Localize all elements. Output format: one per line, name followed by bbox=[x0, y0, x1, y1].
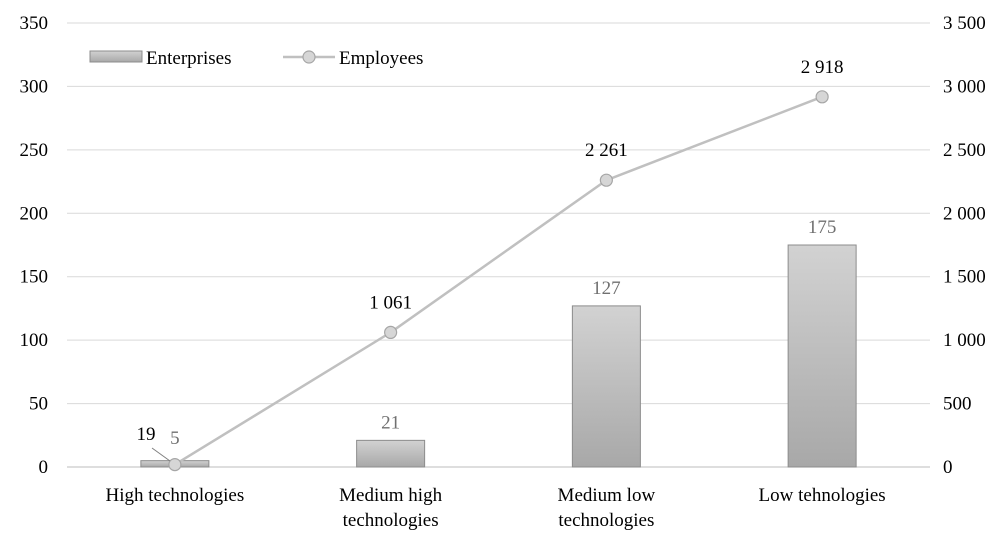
category-label: technologies bbox=[558, 510, 654, 531]
left-tick-label: 200 bbox=[20, 203, 49, 224]
category-label: Medium low bbox=[558, 485, 656, 506]
category-label: High technologies bbox=[105, 485, 244, 506]
right-tick-label: 0 bbox=[943, 457, 953, 478]
right-tick-label: 2 000 bbox=[943, 203, 986, 224]
left-tick-label: 150 bbox=[20, 267, 49, 288]
employees-line-path bbox=[174, 95, 823, 466]
line-data-label: 1 061 bbox=[369, 292, 412, 313]
legend-label-enterprises: Enterprises bbox=[146, 48, 231, 69]
left-tick-label: 350 bbox=[20, 13, 49, 34]
line-data-label: 2 918 bbox=[801, 57, 844, 78]
legend-swatch-enterprises bbox=[89, 50, 143, 63]
line-data-label: 19 bbox=[137, 424, 156, 445]
bar-data-label: 127 bbox=[592, 278, 621, 299]
left-tick-label: 300 bbox=[20, 76, 49, 97]
employees-point bbox=[384, 325, 398, 340]
category-labels: High technologies Medium high technologies… bbox=[105, 485, 885, 531]
bar-enterprises bbox=[571, 305, 641, 468]
left-axis: 0 50 100 150 200 250 300 350 bbox=[20, 13, 49, 478]
employees-line bbox=[168, 90, 829, 472]
line-data-label: 2 261 bbox=[585, 140, 628, 161]
data-labels: 5 21 127 175 19 1 061 2 261 2 918 bbox=[137, 57, 844, 462]
right-tick-label: 3 000 bbox=[943, 76, 986, 97]
category-label: technologies bbox=[343, 510, 439, 531]
label-leader-line bbox=[151, 447, 171, 462]
right-tick-label: 1 500 bbox=[943, 267, 986, 288]
right-tick-label: 1 000 bbox=[943, 330, 986, 351]
employees-point bbox=[599, 173, 613, 187]
category-label: Medium high bbox=[339, 485, 442, 506]
left-tick-label: 0 bbox=[39, 457, 49, 478]
left-tick-label: 100 bbox=[20, 330, 49, 351]
legend: Enterprises Employees bbox=[89, 48, 423, 69]
bar-data-label: 175 bbox=[808, 217, 837, 238]
right-tick-label: 500 bbox=[943, 394, 972, 415]
right-tick-label: 3 500 bbox=[943, 13, 986, 34]
right-axis: 0 500 1 000 1 500 2 000 2 500 3 000 3 500 bbox=[943, 13, 986, 478]
employees-point bbox=[168, 457, 182, 472]
bar-data-label: 5 bbox=[170, 428, 180, 449]
bar-enterprises bbox=[356, 439, 426, 468]
bars bbox=[140, 244, 857, 468]
legend-label-employees: Employees bbox=[339, 48, 423, 69]
gridlines bbox=[67, 22, 930, 468]
left-tick-label: 50 bbox=[29, 394, 48, 415]
bar-enterprises bbox=[787, 244, 857, 468]
category-label: Low tehnologies bbox=[759, 485, 886, 506]
bar-data-label: 21 bbox=[381, 412, 400, 433]
left-tick-label: 250 bbox=[20, 140, 49, 161]
employees-point bbox=[815, 90, 829, 104]
legend-swatch-employees-marker bbox=[302, 50, 316, 64]
right-tick-label: 2 500 bbox=[943, 140, 986, 161]
